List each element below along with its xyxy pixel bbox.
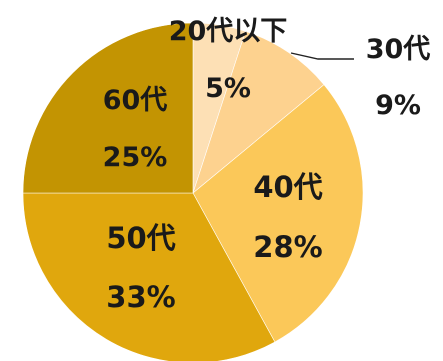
slice-name-60s: 60代: [103, 85, 168, 116]
pie-slice-60s: [22, 22, 194, 194]
slice-percent-30s: 9%: [375, 90, 421, 121]
slice-percent-50s: 33%: [106, 280, 175, 314]
slice-name-under-20s: 20代以下: [169, 16, 288, 47]
slice-name-40s: 40代: [253, 170, 322, 204]
slice-percent-under-20s: 5%: [205, 73, 251, 104]
slice-percent-40s: 28%: [253, 230, 322, 264]
pie-slice-30s: [192, 30, 325, 194]
pie-slice-40s: [192, 84, 364, 343]
slice-name-50s: 50代: [106, 221, 175, 255]
leader-line-30s: [290, 52, 354, 60]
slice-name-30s: 30代: [366, 34, 431, 65]
pie-slices: [22, 22, 364, 361]
slice-percent-60s: 25%: [103, 142, 168, 173]
pie-slice-50s: [22, 192, 276, 361]
